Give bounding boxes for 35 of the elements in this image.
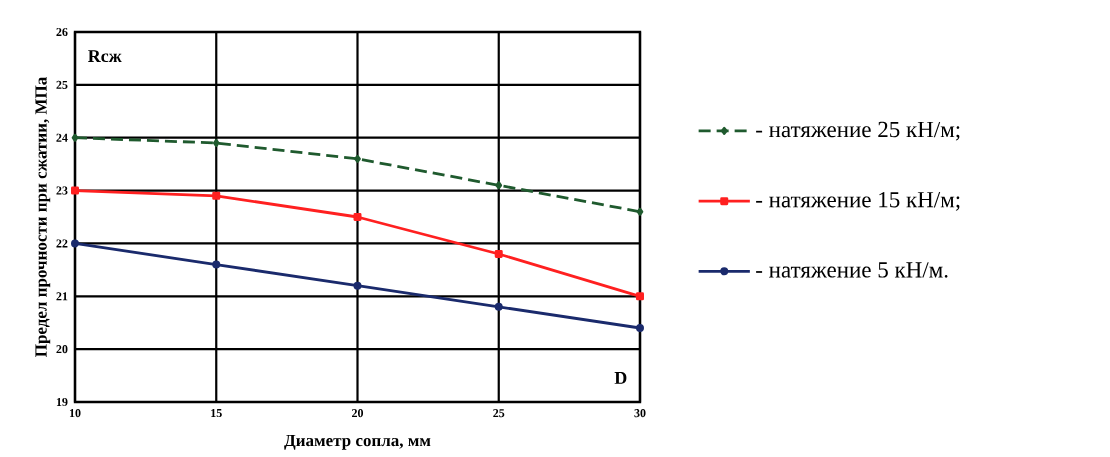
y-axis-title: Предел прочности при сжатии, МПа bbox=[35, 77, 51, 357]
x-axis-title: Диаметр сопла, мм bbox=[284, 434, 431, 450]
y-tick-label: 23 bbox=[56, 186, 68, 195]
point bbox=[212, 139, 220, 147]
y-tick-label: 26 bbox=[56, 27, 68, 37]
point bbox=[212, 260, 221, 269]
point bbox=[71, 239, 80, 248]
y-tick-label: 20 bbox=[56, 345, 68, 354]
point bbox=[212, 191, 221, 200]
point bbox=[353, 281, 362, 290]
point bbox=[494, 302, 503, 311]
point bbox=[636, 292, 644, 301]
point bbox=[636, 207, 644, 216]
point bbox=[494, 250, 503, 258]
annotation: D bbox=[614, 372, 627, 384]
point bbox=[71, 133, 79, 142]
y-tick-label: 25 bbox=[56, 80, 68, 89]
point bbox=[353, 213, 362, 222]
annotation: Rсж bbox=[88, 50, 122, 63]
legend-label: - натяжение 25 кН/м; bbox=[756, 121, 960, 141]
x-tick-label: 30 bbox=[634, 409, 646, 418]
point bbox=[636, 324, 644, 332]
y-tick-label: 19 bbox=[56, 397, 68, 407]
y-tick-label: 24 bbox=[56, 133, 68, 142]
y-tick-label: 22 bbox=[56, 239, 68, 248]
point bbox=[71, 186, 80, 195]
legend-label: - натяжение 15 кН/м; bbox=[756, 192, 960, 211]
x-tick-label: 20 bbox=[352, 409, 364, 418]
point bbox=[495, 181, 503, 190]
y-tick-label: 21 bbox=[56, 292, 68, 301]
x-tick-label: 25 bbox=[493, 409, 505, 418]
x-tick-label: 15 bbox=[211, 409, 222, 418]
point bbox=[354, 154, 361, 163]
x-tick-label: 10 bbox=[69, 409, 81, 418]
legend-label: - натяжение 5 кН/м. bbox=[756, 262, 948, 278]
